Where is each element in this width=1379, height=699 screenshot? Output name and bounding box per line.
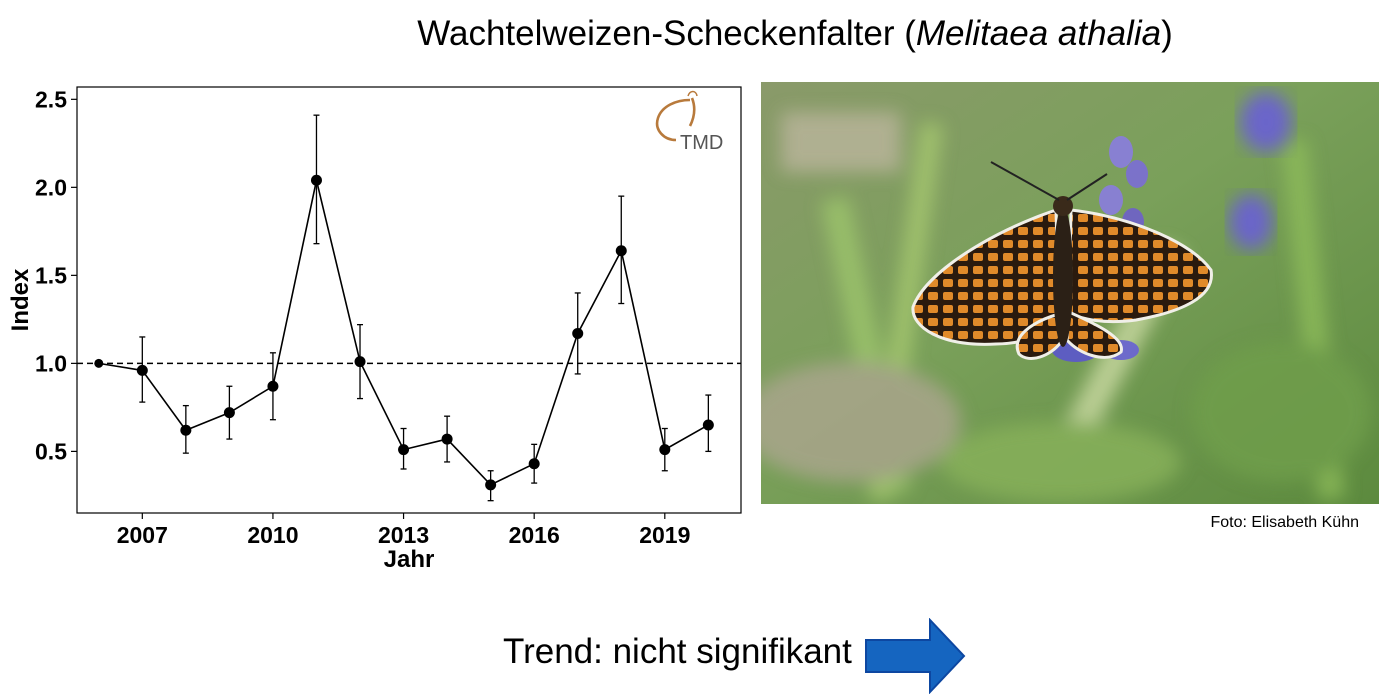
photo-credit: Foto: Elisabeth Kühn — [1210, 514, 1359, 531]
butterfly-icon — [911, 161, 1213, 360]
data-point — [136, 364, 148, 376]
y-tick-label: 1.5 — [35, 262, 67, 288]
logo-text: TMD — [680, 132, 723, 154]
data-point — [310, 174, 322, 186]
y-tick-label: 2.5 — [35, 86, 67, 112]
page-title: Wachtelweizen-Scheckenfalter (Melitaea a… — [417, 14, 1173, 53]
x-tick-label: 2010 — [247, 522, 298, 548]
x-axis: 2007 2010 2013 2016 2019 — [117, 513, 690, 548]
data-points — [94, 174, 714, 491]
arrow-right-icon — [865, 618, 966, 694]
data-point — [615, 245, 627, 257]
trend-label: Trend: nicht signifikant — [503, 632, 852, 671]
x-tick-label: 2019 — [639, 522, 690, 548]
y-axis: 0.5 1.0 1.5 2.0 2.5 — [35, 86, 77, 464]
butterfly-logo-icon — [655, 97, 696, 142]
y-tick-label: 1.0 — [35, 350, 67, 376]
data-point — [223, 407, 235, 419]
x-tick-label: 2007 — [117, 522, 168, 548]
data-point — [441, 433, 453, 445]
plot-area — [76, 86, 742, 514]
y-axis-label: Index — [7, 268, 34, 331]
x-tick-label: 2016 — [509, 522, 560, 548]
data-point — [702, 419, 714, 431]
butterfly-photo — [761, 82, 1379, 504]
data-point — [485, 479, 497, 491]
x-axis-label: Jahr — [384, 546, 435, 573]
data-point — [528, 458, 540, 470]
data-point — [94, 358, 104, 368]
index-chart: 0.5 1.0 1.5 2.0 2.5 2007 2010 2013 2016 2019 Ind… — [7, 86, 742, 573]
data-point — [354, 356, 366, 368]
data-point — [180, 424, 192, 436]
data-point — [267, 380, 279, 392]
y-tick-label: 2.0 — [35, 174, 67, 200]
data-point — [398, 444, 410, 456]
x-tick-label: 2013 — [378, 522, 429, 548]
data-point — [572, 327, 584, 339]
y-tick-label: 0.5 — [35, 438, 67, 464]
tmd-logo: TMD — [655, 90, 723, 154]
data-point — [659, 444, 671, 456]
